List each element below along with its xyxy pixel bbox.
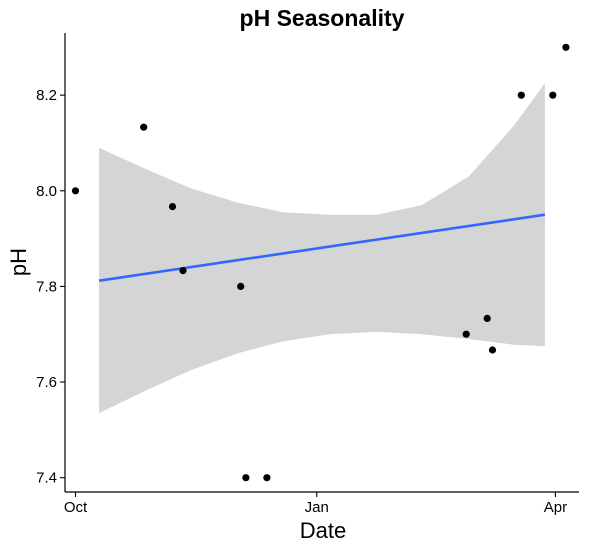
y-tick-label: 7.4 <box>36 470 57 487</box>
data-point <box>263 474 271 482</box>
x-tick-label: Apr <box>544 499 567 516</box>
data-points-layer <box>71 43 570 482</box>
data-point <box>488 346 497 354</box>
data-point <box>71 187 80 195</box>
data-point <box>562 43 570 51</box>
y-tick-label: 7.8 <box>36 278 57 295</box>
x-tick-label: Oct <box>64 499 88 516</box>
trend-line <box>98 213 546 282</box>
data-point <box>179 267 187 275</box>
data-point <box>462 330 470 338</box>
y-tick-label: 7.6 <box>36 374 57 391</box>
x-axis-title: Date <box>300 518 346 543</box>
data-point <box>483 314 491 322</box>
chart-title: pH Seasonality <box>240 5 405 31</box>
data-point <box>549 91 557 99</box>
y-tick-label: 8.2 <box>36 87 57 104</box>
x-axis-ticks: Oct Jan Apr <box>64 492 567 516</box>
y-axis-title: pH <box>6 248 31 276</box>
data-point <box>168 203 177 211</box>
data-point <box>140 123 148 131</box>
trend-line-layer <box>98 213 546 282</box>
data-point <box>517 91 525 99</box>
data-point <box>237 282 245 290</box>
data-point <box>242 474 250 482</box>
x-tick-label: Jan <box>305 499 329 516</box>
y-axis-ticks: 7.4 7.6 7.8 8.0 8.2 <box>36 87 65 487</box>
y-tick-label: 8.0 <box>36 183 57 200</box>
